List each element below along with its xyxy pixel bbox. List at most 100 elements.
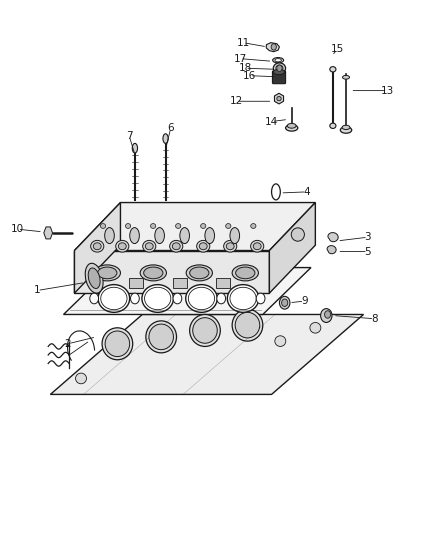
Ellipse shape <box>230 287 256 310</box>
Circle shape <box>256 293 265 304</box>
Ellipse shape <box>226 243 234 249</box>
Text: 8: 8 <box>371 314 378 324</box>
Polygon shape <box>328 232 338 241</box>
Ellipse shape <box>330 123 336 128</box>
Ellipse shape <box>151 223 156 228</box>
Ellipse shape <box>340 127 352 133</box>
Ellipse shape <box>275 336 286 346</box>
Ellipse shape <box>343 76 350 79</box>
Ellipse shape <box>272 58 284 63</box>
Ellipse shape <box>116 240 129 252</box>
Ellipse shape <box>176 223 181 228</box>
Text: 3: 3 <box>364 232 371 242</box>
Polygon shape <box>74 203 120 293</box>
Polygon shape <box>275 93 283 104</box>
Ellipse shape <box>76 373 86 384</box>
Polygon shape <box>50 314 364 394</box>
Ellipse shape <box>205 228 215 244</box>
Ellipse shape <box>186 285 217 312</box>
Ellipse shape <box>98 267 117 279</box>
Ellipse shape <box>125 223 131 228</box>
Text: 10: 10 <box>11 224 24 234</box>
Polygon shape <box>327 246 336 254</box>
Text: 2: 2 <box>64 339 71 349</box>
Circle shape <box>321 309 332 322</box>
Ellipse shape <box>232 309 263 341</box>
Ellipse shape <box>149 324 173 350</box>
Text: 12: 12 <box>230 96 243 106</box>
Circle shape <box>279 296 290 309</box>
Ellipse shape <box>190 267 209 279</box>
Ellipse shape <box>310 322 321 333</box>
Ellipse shape <box>102 328 133 360</box>
Ellipse shape <box>145 243 153 249</box>
Ellipse shape <box>227 285 259 312</box>
Ellipse shape <box>85 263 103 293</box>
Text: 5: 5 <box>364 247 371 256</box>
Ellipse shape <box>253 243 261 249</box>
Ellipse shape <box>93 243 101 249</box>
Ellipse shape <box>272 184 280 200</box>
Ellipse shape <box>273 63 286 74</box>
Text: 1: 1 <box>34 286 41 295</box>
Polygon shape <box>216 278 230 288</box>
Polygon shape <box>269 203 315 293</box>
Ellipse shape <box>118 243 126 249</box>
Ellipse shape <box>199 243 207 249</box>
Ellipse shape <box>291 228 304 241</box>
Text: 6: 6 <box>167 123 174 133</box>
Text: 4: 4 <box>303 187 310 197</box>
Text: 14: 14 <box>265 117 278 126</box>
Polygon shape <box>129 278 143 288</box>
Circle shape <box>90 293 99 304</box>
Ellipse shape <box>146 321 177 353</box>
Ellipse shape <box>275 59 281 62</box>
Ellipse shape <box>273 69 285 75</box>
Ellipse shape <box>186 265 212 281</box>
Circle shape <box>173 293 182 304</box>
Ellipse shape <box>276 65 283 71</box>
Circle shape <box>325 311 331 318</box>
Polygon shape <box>266 43 279 52</box>
Ellipse shape <box>236 267 255 279</box>
Ellipse shape <box>277 96 281 101</box>
Text: 11: 11 <box>237 38 250 47</box>
Polygon shape <box>64 268 311 314</box>
Ellipse shape <box>193 318 217 343</box>
Ellipse shape <box>163 134 168 143</box>
Text: 9: 9 <box>301 296 308 306</box>
Text: 17: 17 <box>233 54 247 63</box>
Ellipse shape <box>94 265 120 281</box>
Ellipse shape <box>140 265 166 281</box>
Ellipse shape <box>230 228 240 244</box>
Ellipse shape <box>197 240 210 252</box>
Circle shape <box>282 299 288 306</box>
Text: 18: 18 <box>239 63 252 73</box>
Ellipse shape <box>172 243 180 249</box>
Ellipse shape <box>251 223 256 228</box>
Circle shape <box>217 293 226 304</box>
Ellipse shape <box>100 223 106 228</box>
Ellipse shape <box>105 331 130 357</box>
Ellipse shape <box>145 287 171 310</box>
Ellipse shape <box>342 125 350 130</box>
Ellipse shape <box>286 125 298 131</box>
Text: 16: 16 <box>243 71 256 80</box>
Polygon shape <box>173 278 187 288</box>
Ellipse shape <box>91 240 104 252</box>
Ellipse shape <box>190 314 220 346</box>
Ellipse shape <box>144 267 163 279</box>
Ellipse shape <box>224 240 237 252</box>
Ellipse shape <box>101 287 127 310</box>
Ellipse shape <box>132 143 138 153</box>
Ellipse shape <box>142 285 173 312</box>
Ellipse shape <box>88 268 100 288</box>
Text: 7: 7 <box>126 131 133 141</box>
Ellipse shape <box>155 228 164 244</box>
Ellipse shape <box>105 228 114 244</box>
Ellipse shape <box>130 228 139 244</box>
Circle shape <box>131 293 139 304</box>
Ellipse shape <box>201 223 206 228</box>
Circle shape <box>277 65 282 71</box>
Ellipse shape <box>232 265 258 281</box>
